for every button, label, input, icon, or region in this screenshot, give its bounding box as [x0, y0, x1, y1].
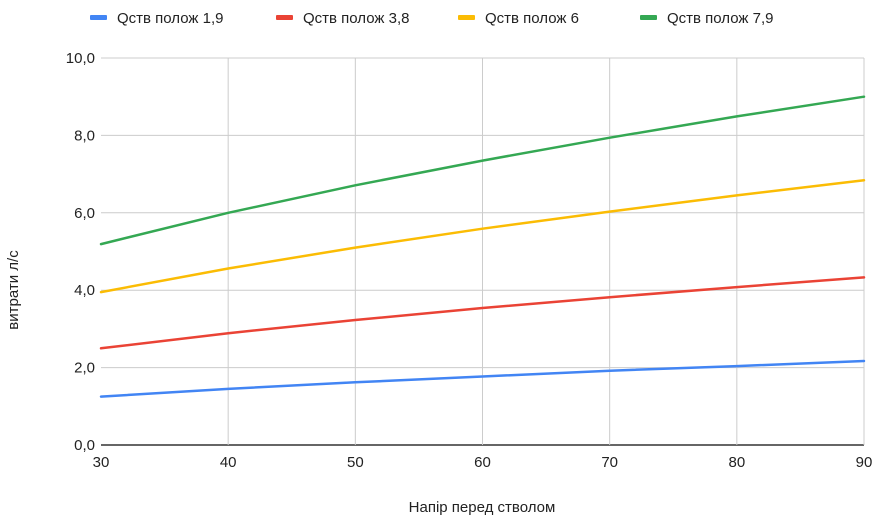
- legend-label: Qств полож 6: [485, 10, 579, 27]
- x-tick-label: 40: [220, 454, 237, 471]
- legend-swatch: [458, 15, 475, 20]
- y-tick-label: 10,0: [66, 50, 95, 67]
- series-line-4: [99, 95, 866, 246]
- x-tick-label: 90: [856, 454, 873, 471]
- y-tick-label: 0,0: [74, 437, 95, 454]
- legend-label: Qств полож 1,9: [117, 10, 223, 27]
- legend-swatch: [640, 15, 657, 20]
- legend-swatch: [90, 15, 107, 20]
- y-tick-label: 4,0: [74, 282, 95, 299]
- x-tick-label: 50: [347, 454, 364, 471]
- legend: Qств полож 1,9 Qств полож 3,8 Qств полож 6…: [90, 10, 773, 27]
- grid: [101, 57, 865, 446]
- legend-label: Qств полож 7,9: [667, 10, 773, 27]
- series-line-3: [99, 179, 866, 294]
- x-tick-label: 80: [728, 454, 745, 471]
- y-tick-label: 8,0: [74, 127, 95, 144]
- series-group: [99, 95, 866, 398]
- x-tick-label: 60: [474, 454, 491, 471]
- x-axis-title: Напір перед стволом: [409, 499, 556, 516]
- series-line-2: [99, 276, 866, 350]
- x-axis-ticks: 30 40 50 60 70 80 90: [93, 454, 873, 471]
- x-tick-label: 30: [93, 454, 110, 471]
- y-tick-label: 6,0: [74, 205, 95, 222]
- y-tick-label: 2,0: [74, 360, 95, 377]
- x-tick-label: 70: [601, 454, 618, 471]
- y-axis-ticks: 0,0 2,0 4,0 6,0 8,0 10,0: [66, 50, 95, 454]
- legend-swatch: [276, 15, 293, 20]
- series-line-1: [99, 359, 866, 398]
- legend-label: Qств полож 3,8: [303, 10, 409, 27]
- y-axis-title: витрати л/с: [5, 250, 22, 330]
